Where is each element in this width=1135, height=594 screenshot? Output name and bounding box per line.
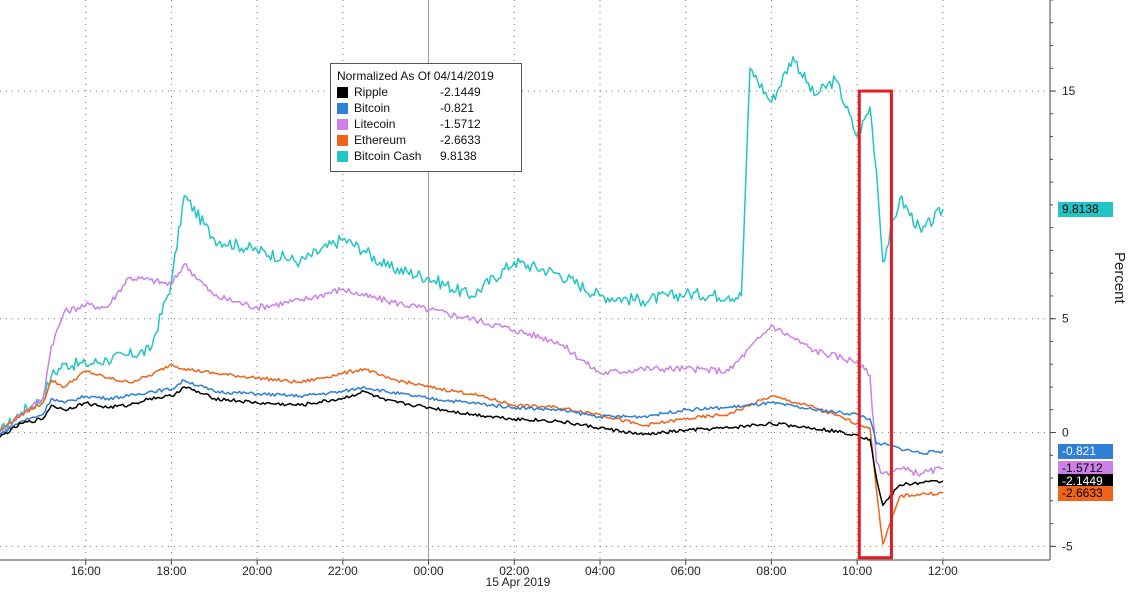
legend-item-litecoin: Litecoin -1.5712 xyxy=(337,116,515,132)
series-lines xyxy=(0,56,944,545)
legend-swatch-ripple xyxy=(337,86,348,98)
y-tick-label: -5 xyxy=(1062,539,1073,553)
legend-item-bitcoin: Bitcoin -0.821 xyxy=(337,100,515,116)
legend-swatch-bitcoin-cash xyxy=(337,150,348,162)
legend-name: Bitcoin Cash xyxy=(354,149,422,163)
legend-item-ripple: Ripple -2.1449 xyxy=(337,84,515,100)
x-tick-label: 08:00 xyxy=(756,564,786,578)
legend-value: -2.6633 xyxy=(440,133,481,147)
legend-name: Ethereum xyxy=(354,133,407,147)
x-tick-label: 02:00 xyxy=(499,564,529,578)
x-tick-label: 04:00 xyxy=(585,564,615,578)
x-tick-label: 20:00 xyxy=(242,564,272,578)
legend-name: Litecoin xyxy=(354,117,396,131)
x-tick-label: 12:00 xyxy=(928,564,958,578)
legend-name: Bitcoin xyxy=(354,101,391,115)
x-tick-labels: 16:00 18:00 20:00 22:00 00:00 02:00 04:00 06:00… xyxy=(71,564,958,578)
legend-title: Normalized As Of 04/14/2019 xyxy=(337,69,494,83)
series-line-bitcoin xyxy=(0,379,944,455)
y-axis-label: Percent xyxy=(1111,252,1128,304)
legend-swatch-ethereum xyxy=(337,134,348,146)
series-line-ethereum xyxy=(0,363,944,545)
y-tick-label: 15 xyxy=(1062,84,1076,98)
last-value-badge-ripple: -2.1449 xyxy=(1058,474,1113,490)
legend-value: -0.821 xyxy=(440,101,475,115)
x-tick-label: 00:00 xyxy=(414,564,444,578)
series-line-bitcoin-cash xyxy=(0,56,944,434)
legend-item-bitcoin-cash: Bitcoin Cash 9.8138 xyxy=(337,148,515,164)
last-value-badge-bitcoin: -0.821 xyxy=(1058,444,1113,460)
x-tick-label: 06:00 xyxy=(671,564,701,578)
x-tick-label: 10:00 xyxy=(842,564,872,578)
x-tick-label: 18:00 xyxy=(156,564,186,578)
highlight-box xyxy=(857,89,893,560)
legend-item-ethereum: Ethereum -2.6633 xyxy=(337,132,515,148)
highlight-rectangle xyxy=(857,89,893,560)
legend: Normalized As Of 04/14/2019 Ripple -2.14… xyxy=(330,63,522,172)
legend-value: -1.5712 xyxy=(440,117,481,131)
series-line-ripple xyxy=(0,386,944,507)
legend-name: Ripple xyxy=(354,85,389,99)
series-line-litecoin xyxy=(0,263,944,477)
y-tick-label: 5 xyxy=(1062,312,1069,326)
y-tick-labels: -5 0 5 15 xyxy=(1062,84,1076,553)
legend-swatch-litecoin xyxy=(337,118,348,130)
legend-value: 9.8138 xyxy=(440,149,477,163)
legend-value: -2.1449 xyxy=(440,85,481,99)
y-tick-label: 0 xyxy=(1062,426,1069,440)
last-value-badge-litecoin: -1.5712 xyxy=(1058,461,1113,477)
legend-swatch-bitcoin xyxy=(337,102,348,114)
x-tick-label: 16:00 xyxy=(71,564,101,578)
axes xyxy=(0,0,1056,565)
x-tick-label: 22:00 xyxy=(328,564,358,578)
last-value-badge-bitcoin-cash: 9.8138 xyxy=(1058,202,1113,218)
last-value-badge-ethereum: -2.6633 xyxy=(1058,486,1113,502)
x-axis-label: 15 Apr 2019 xyxy=(486,575,551,589)
